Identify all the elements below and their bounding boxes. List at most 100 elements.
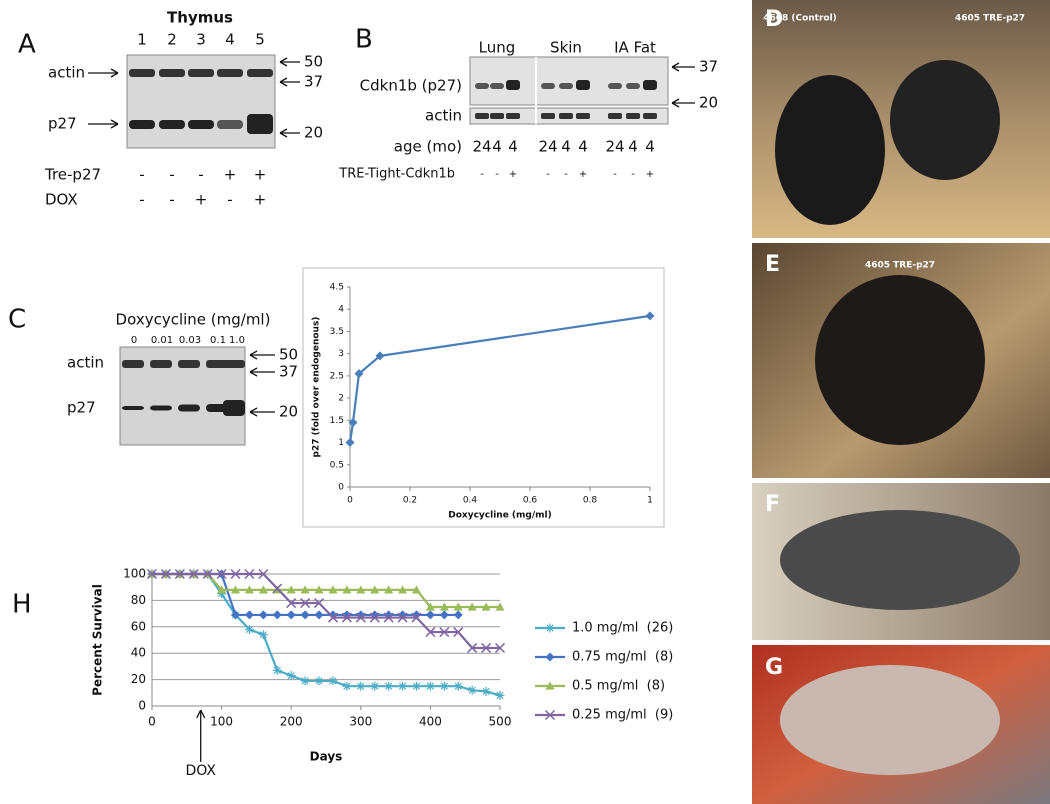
band bbox=[188, 120, 214, 129]
marker bbox=[384, 681, 394, 691]
marker bbox=[146, 568, 158, 580]
label: 20 bbox=[279, 403, 298, 421]
marker bbox=[439, 681, 449, 691]
arrow-head bbox=[110, 119, 119, 129]
marker bbox=[439, 602, 449, 611]
band bbox=[506, 80, 520, 90]
marker bbox=[342, 585, 352, 594]
x-tick-label: 1 bbox=[647, 496, 653, 506]
y-axis-label: Percent Survival bbox=[91, 584, 105, 696]
panel-label: D bbox=[765, 7, 783, 32]
band bbox=[206, 404, 228, 412]
marker bbox=[328, 585, 338, 594]
label: 20 bbox=[699, 94, 718, 112]
marker bbox=[244, 610, 254, 620]
arrow-head bbox=[671, 62, 680, 72]
band bbox=[159, 120, 185, 129]
y-axis-label: p27 (fold over endogenous) bbox=[312, 317, 322, 458]
marker bbox=[272, 610, 282, 620]
band bbox=[608, 113, 622, 119]
mouse bbox=[815, 275, 985, 445]
label: - bbox=[139, 191, 144, 209]
marker bbox=[467, 685, 477, 695]
arrow-head bbox=[196, 709, 206, 719]
label: 37 bbox=[699, 58, 718, 76]
label: 4 bbox=[508, 138, 518, 156]
label: - bbox=[480, 169, 484, 180]
caption: 4605 TRE-p27 bbox=[865, 261, 935, 271]
y-tick-label: 2 bbox=[338, 394, 344, 404]
marker bbox=[384, 585, 394, 594]
band bbox=[490, 83, 504, 89]
blot bbox=[469, 56, 669, 106]
legend-marker bbox=[545, 623, 555, 633]
arrow-head bbox=[671, 98, 680, 108]
marker bbox=[355, 612, 366, 623]
marker bbox=[495, 690, 505, 700]
label: 4 bbox=[561, 138, 571, 156]
marker bbox=[411, 612, 422, 623]
arrow-head bbox=[249, 350, 258, 360]
label: + bbox=[579, 169, 587, 180]
marker bbox=[356, 681, 366, 691]
label: + bbox=[224, 166, 237, 184]
label: 2 bbox=[167, 31, 177, 49]
label: 37 bbox=[279, 363, 298, 381]
x-tick-label: 0.2 bbox=[403, 496, 417, 506]
marker bbox=[216, 568, 227, 580]
label: Thymus bbox=[167, 9, 233, 27]
marker bbox=[341, 612, 352, 623]
marker bbox=[369, 612, 380, 623]
marker bbox=[300, 598, 311, 609]
label: + bbox=[254, 191, 267, 209]
band bbox=[122, 406, 144, 410]
arrow-head bbox=[249, 407, 258, 417]
label: 0.03 bbox=[179, 335, 201, 346]
band bbox=[608, 83, 622, 89]
band bbox=[576, 113, 590, 119]
band bbox=[541, 83, 555, 89]
band bbox=[129, 120, 155, 129]
band bbox=[626, 113, 640, 119]
label: Tre-p27 bbox=[44, 166, 101, 184]
series-line bbox=[152, 572, 500, 650]
marker bbox=[272, 583, 283, 594]
band bbox=[217, 69, 243, 77]
band bbox=[643, 80, 657, 90]
marker bbox=[354, 369, 364, 379]
label: - bbox=[227, 191, 232, 209]
marker bbox=[314, 610, 324, 620]
y-tick-label: 60 bbox=[131, 619, 146, 633]
mouse bbox=[780, 510, 1020, 610]
y-tick-label: 0 bbox=[138, 699, 146, 713]
band bbox=[559, 83, 573, 89]
legend-marker bbox=[544, 709, 556, 721]
label: + bbox=[646, 169, 654, 180]
marker bbox=[425, 627, 436, 638]
panel-label: G bbox=[765, 655, 783, 680]
label: TRE-Tight-Cdkn1b bbox=[338, 167, 455, 182]
label: Cdkn1b (p27) bbox=[360, 77, 462, 95]
label: - bbox=[546, 169, 550, 180]
y-tick-label: 3.5 bbox=[330, 327, 344, 337]
legend-label: 0.25 mg/ml (9) bbox=[572, 708, 673, 723]
label: - bbox=[564, 169, 568, 180]
arrow-head bbox=[110, 68, 119, 78]
marker bbox=[202, 568, 213, 580]
marker bbox=[217, 589, 227, 599]
band bbox=[122, 360, 144, 368]
band bbox=[159, 69, 185, 77]
label: 0 bbox=[131, 335, 137, 346]
label: 4 bbox=[492, 138, 502, 156]
band bbox=[559, 113, 573, 119]
label: - bbox=[631, 169, 635, 180]
marker bbox=[453, 610, 463, 620]
band bbox=[626, 83, 640, 89]
label: 4 bbox=[645, 138, 655, 156]
y-tick-label: 4 bbox=[338, 305, 344, 315]
label: 5 bbox=[255, 31, 265, 49]
marker bbox=[425, 602, 435, 611]
marker bbox=[453, 681, 463, 691]
legend-label: 0.75 mg/ml (8) bbox=[572, 650, 673, 665]
